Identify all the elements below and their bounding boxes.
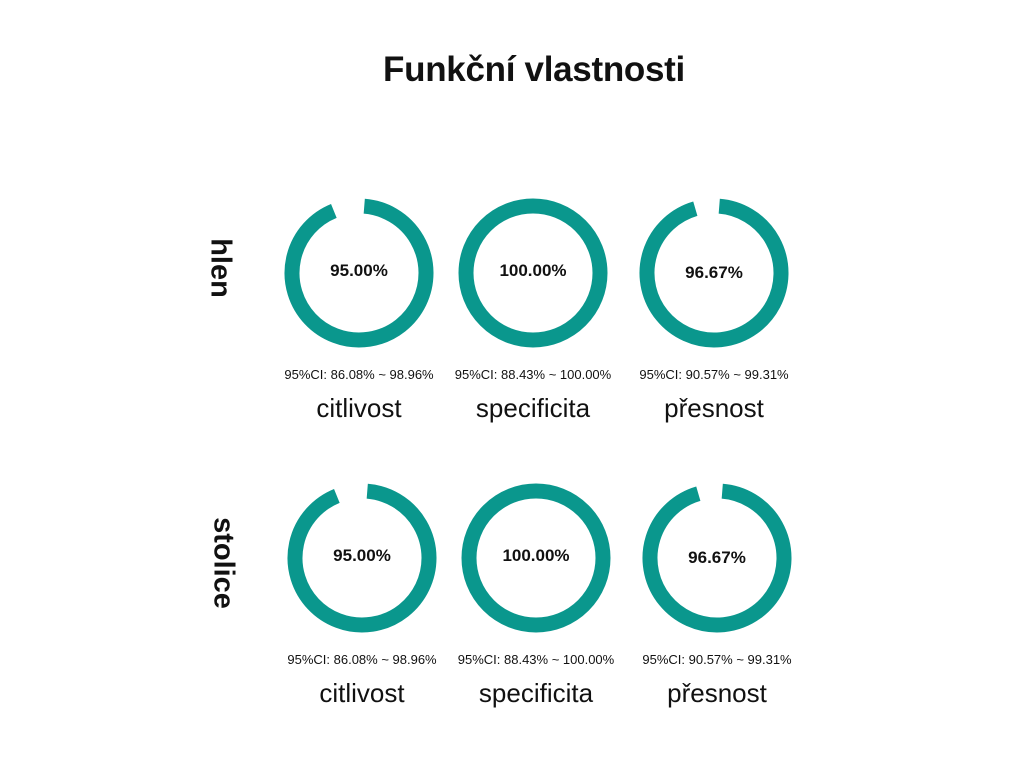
row-label-0: hlen <box>204 238 237 298</box>
metric-value: 96.67% <box>685 263 743 282</box>
metric-name: přesnost <box>664 393 764 423</box>
metric-name: citlivost <box>316 393 402 423</box>
metric-value: 100.00% <box>502 546 570 565</box>
donut-arc <box>287 483 437 633</box>
donut-ring <box>639 198 789 348</box>
ci-label: 95%CI: 90.57% ~ 99.31% <box>639 367 789 382</box>
page-title: Funkční vlastnosti <box>383 50 685 89</box>
row-label-1: stolice <box>207 517 240 609</box>
ci-label: 95%CI: 90.57% ~ 99.31% <box>642 652 792 667</box>
donut-arc <box>458 198 608 348</box>
metric-value: 100.00% <box>499 261 567 280</box>
donut-arc <box>642 483 792 633</box>
ci-label: 95%CI: 86.08% ~ 98.96% <box>287 652 437 667</box>
donut-arc <box>284 198 434 348</box>
donut-arc <box>461 483 611 633</box>
donut-ring <box>284 198 434 348</box>
metric-value: 95.00% <box>330 261 388 280</box>
metric-name: citlivost <box>319 678 405 708</box>
metric-panel: 95.00% 95%CI: 86.08% ~ 98.96% citlivost <box>254 190 464 423</box>
metric-name: přesnost <box>667 678 767 708</box>
metric-panel: 95.00% 95%CI: 86.08% ~ 98.96% citlivost <box>257 475 467 708</box>
donut-ring <box>287 483 437 633</box>
metric-value: 96.67% <box>688 548 746 567</box>
ci-label: 95%CI: 88.43% ~ 100.00% <box>454 367 612 382</box>
donut-ring <box>458 198 608 348</box>
metric-panel: 96.67% 95%CI: 90.57% ~ 99.31% přesnost <box>609 190 819 423</box>
metric-panel: 96.67% 95%CI: 90.57% ~ 99.31% přesnost <box>612 475 822 708</box>
donut-arc <box>639 198 789 348</box>
ci-label: 95%CI: 88.43% ~ 100.00% <box>457 652 615 667</box>
donut-ring <box>461 483 611 633</box>
metric-panel: 100.00% 95%CI: 88.43% ~ 100.00% specificit… <box>428 190 638 423</box>
metric-panel: 100.00% 95%CI: 88.43% ~ 100.00% specificit… <box>431 475 641 708</box>
metric-value: 95.00% <box>333 546 391 565</box>
ci-label: 95%CI: 86.08% ~ 98.96% <box>284 367 434 382</box>
donut-ring <box>642 483 792 633</box>
metric-name: specificita <box>478 678 594 708</box>
metric-name: specificita <box>475 393 591 423</box>
